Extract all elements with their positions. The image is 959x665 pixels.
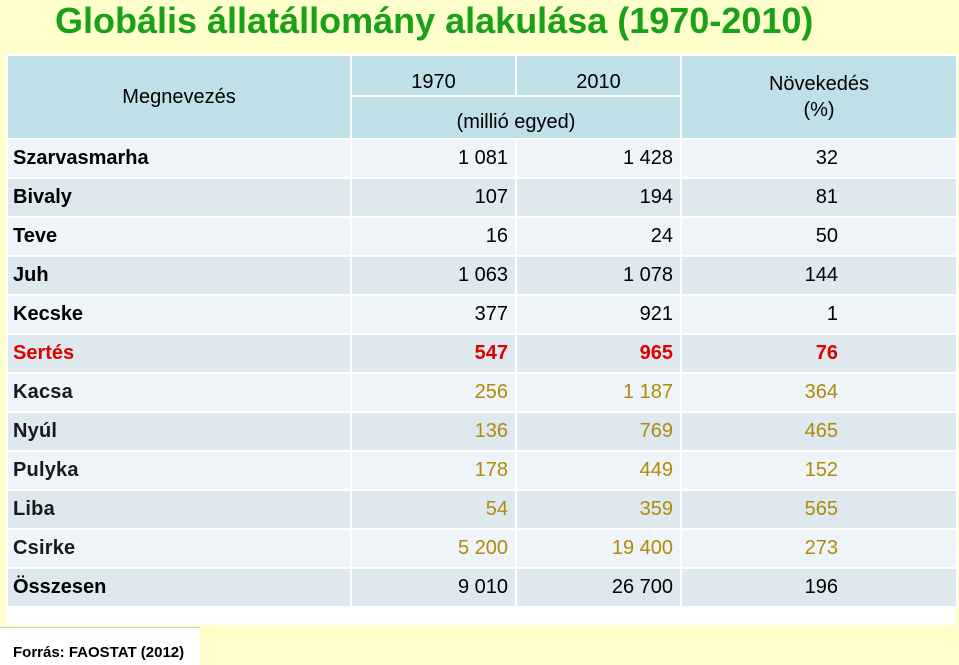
row-value-2010: 1 428 <box>515 138 682 179</box>
row-name: Szarvasmarha <box>6 138 352 179</box>
row-name: Kecske <box>6 294 352 335</box>
row-value-2010: 194 <box>515 177 682 218</box>
header-row-bottom: (millió egyed) <box>7 95 957 140</box>
header-growth-unit: (%) <box>803 99 835 121</box>
table-row-total: Összesen 9 010 26 700 196 <box>6 567 958 608</box>
row-value-2010: 921 <box>515 294 682 335</box>
header-growth: Növekedés (%) <box>680 54 958 140</box>
row-value-1970: 178 <box>350 450 517 491</box>
table-row: Kacsa 256 1 187 364 <box>6 372 958 413</box>
row-name: Teve <box>6 216 352 257</box>
row-value-1970: 16 <box>350 216 517 257</box>
row-value-1970: 547 <box>350 333 517 374</box>
header-name: Megnevezés <box>6 54 352 140</box>
row-growth: 152 <box>680 450 958 491</box>
table-row: Nyúl 136 769 465 <box>6 411 958 452</box>
row-value-2010: 449 <box>515 450 682 491</box>
row-growth: 273 <box>680 528 958 569</box>
row-value-2010: 1 078 <box>515 255 682 296</box>
row-value-1970: 9 010 <box>350 567 517 608</box>
table-row: Liba 54 359 565 <box>6 489 958 530</box>
row-name: Összesen <box>6 567 352 608</box>
row-growth: 76 <box>680 333 958 374</box>
table-row: Csirke 5 200 19 400 273 <box>6 528 958 569</box>
row-name: Kacsa <box>6 372 352 413</box>
table-row: Pulyka 178 449 152 <box>6 450 958 491</box>
row-growth: 1 <box>680 294 958 335</box>
table-row: Juh 1 063 1 078 144 <box>6 255 958 296</box>
row-value-1970: 1 063 <box>350 255 517 296</box>
row-value-2010: 965 <box>515 333 682 374</box>
row-value-1970: 54 <box>350 489 517 530</box>
row-growth: 364 <box>680 372 958 413</box>
row-value-2010: 1 187 <box>515 372 682 413</box>
table-row: Szarvasmarha 1 081 1 428 32 <box>6 138 958 179</box>
row-growth: 50 <box>680 216 958 257</box>
row-value-2010: 26 700 <box>515 567 682 608</box>
row-name: Pulyka <box>6 450 352 491</box>
row-growth: 144 <box>680 255 958 296</box>
page-title: Globális állatállomány alakulása (1970-2… <box>55 0 814 41</box>
row-name: Csirke <box>6 528 352 569</box>
header-year-2010: 2010 <box>515 54 682 97</box>
header-year-1970: 1970 <box>350 54 517 97</box>
table-row: Bivaly 107 194 81 <box>6 177 958 218</box>
row-value-2010: 19 400 <box>515 528 682 569</box>
row-value-1970: 5 200 <box>350 528 517 569</box>
row-value-1970: 136 <box>350 411 517 452</box>
row-value-2010: 359 <box>515 489 682 530</box>
livestock-table: Megnevezés 1970 2010 Növekedés (%) (mill… <box>6 54 958 625</box>
row-growth: 465 <box>680 411 958 452</box>
row-value-1970: 1 081 <box>350 138 517 179</box>
header-growth-label: Növekedés <box>768 73 870 95</box>
row-name: Juh <box>6 255 352 296</box>
row-value-1970: 107 <box>350 177 517 218</box>
row-value-2010: 24 <box>515 216 682 257</box>
row-name: Sertés <box>6 333 352 374</box>
row-growth: 565 <box>680 489 958 530</box>
row-growth: 196 <box>680 567 958 608</box>
row-growth: 81 <box>680 177 958 218</box>
table-row-highlighted: Sertés 547 965 76 <box>6 333 958 374</box>
row-name: Liba <box>6 489 352 530</box>
source-text: Forrás: FAOSTAT (2012) <box>13 644 185 661</box>
table-row: Kecske 377 921 1 <box>6 294 958 335</box>
row-value-1970: 377 <box>350 294 517 335</box>
header-unit: (millió egyed) <box>350 95 682 140</box>
row-value-2010: 769 <box>515 411 682 452</box>
row-value-1970: 256 <box>350 372 517 413</box>
table-row: Teve 16 24 50 <box>6 216 958 257</box>
header-row-top: Megnevezés 1970 2010 Növekedés (%) <box>6 54 958 140</box>
row-growth: 32 <box>680 138 958 179</box>
source-note: Forrás: FAOSTAT (2012) <box>0 627 200 665</box>
row-name: Nyúl <box>6 411 352 452</box>
row-name: Bivaly <box>6 177 352 218</box>
